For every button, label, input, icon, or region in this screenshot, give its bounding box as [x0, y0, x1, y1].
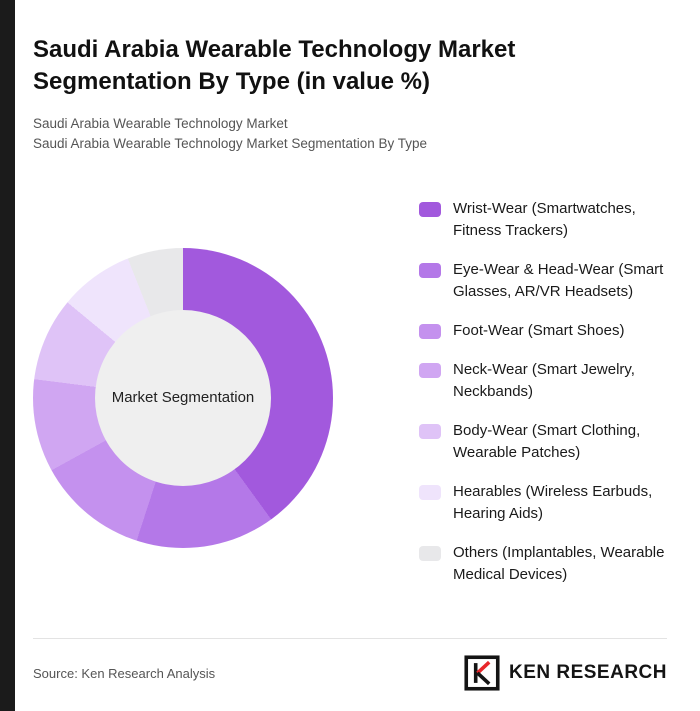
legend-swatch [419, 545, 441, 561]
legend-swatch [419, 362, 441, 378]
legend-item: Neck-Wear (Smart Jewelry, Neckbands) [419, 359, 667, 403]
footer: Source: Ken Research Analysis KEN RESEAR… [33, 638, 667, 691]
legend-swatch [419, 201, 441, 217]
chart-section: Market Segmentation Wrist-Wear (Smartwat… [33, 198, 667, 586]
legend-label: Neck-Wear (Smart Jewelry, Neckbands) [453, 360, 635, 400]
donut-chart: Market Segmentation [33, 247, 333, 548]
brand-logo: KEN RESEARCH [464, 655, 667, 691]
subtitle-line-1: Saudi Arabia Wearable Technology Market [33, 115, 288, 131]
subtitle-line-2: Saudi Arabia Wearable Technology Market … [33, 135, 427, 151]
legend-item: Hearables (Wireless Earbuds, Hearing Aid… [419, 481, 667, 525]
donut-center-label: Market Segmentation [111, 389, 255, 407]
brand-text: KEN RESEARCH [508, 662, 667, 683]
legend-swatch [419, 323, 441, 339]
chart-legend: Wrist-Wear (Smartwatches, Fitness Tracke… [419, 198, 667, 586]
legend-swatch [419, 262, 441, 278]
legend-label: Eye-Wear & Head-Wear (Smart Glasses, AR/… [453, 260, 664, 300]
donut-hole: Market Segmentation [95, 309, 271, 486]
legend-label: Wrist-Wear (Smartwatches, Fitness Tracke… [453, 199, 636, 239]
legend-item: Foot-Wear (Smart Shoes) [419, 320, 667, 342]
ken-research-icon [464, 655, 500, 691]
legend-label: Others (Implantables, Wearable Medical D… [453, 543, 665, 583]
legend-swatch [419, 484, 441, 500]
legend-label: Hearables (Wireless Earbuds, Hearing Aid… [453, 482, 653, 522]
legend-label: Body-Wear (Smart Clothing, Wearable Patc… [453, 421, 641, 461]
legend-item: Eye-Wear & Head-Wear (Smart Glasses, AR/… [419, 259, 667, 303]
legend-label: Foot-Wear (Smart Shoes) [453, 321, 625, 339]
legend-swatch [419, 423, 441, 439]
page-title: Saudi Arabia Wearable Technology Market … [33, 36, 516, 95]
source-text: Source: Ken Research Analysis [33, 665, 216, 681]
page-content: Saudi Arabia Wearable Technology Market … [33, 0, 667, 586]
legend-item: Wrist-Wear (Smartwatches, Fitness Tracke… [419, 198, 667, 242]
left-edge-strip [0, 0, 15, 711]
legend-item: Body-Wear (Smart Clothing, Wearable Patc… [419, 420, 667, 464]
legend-item: Others (Implantables, Wearable Medical D… [419, 542, 667, 586]
subtitle-block: Saudi Arabia Wearable Technology Market … [33, 114, 667, 154]
